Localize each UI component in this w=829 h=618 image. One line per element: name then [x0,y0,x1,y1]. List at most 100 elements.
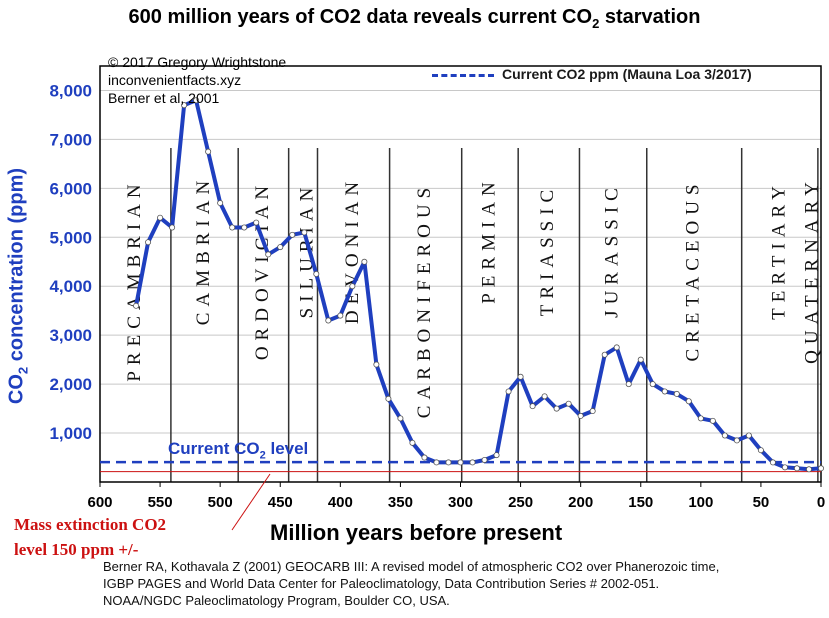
data-point [313,270,320,277]
data-point [721,432,728,439]
y-tick-label: 4,000 [49,277,92,296]
data-point [517,373,524,380]
period-label: QUATERNARY [801,176,822,364]
citation-line-3: NOAA/NGDC Paleoclimatology Program, Boul… [103,593,450,608]
data-point [337,312,344,319]
period-label: DEVONIAN [342,176,363,324]
y-tick-label: 3,000 [49,326,92,345]
mass-extinction-annotation: Mass extinction CO2 level 150 ppm +/- [14,512,166,562]
data-point [781,464,788,471]
data-point [229,224,236,231]
data-point [301,229,308,236]
y-axis-label: CO2 concentration (ppm) [5,167,31,405]
x-tick-label: 250 [508,494,533,511]
data-point [649,381,656,388]
data-point [685,398,692,405]
data-point [373,361,380,368]
data-point [637,356,644,363]
data-point [421,454,428,461]
annotation-line-2: level 150 ppm +/- [14,540,139,559]
data-point [205,148,212,155]
citation-line-2: IGBP PAGES and World Data Center for Pal… [103,576,660,591]
data-point [793,465,800,472]
data-point [769,459,776,466]
period-label: ORDOVICIAN [252,180,273,360]
data-point [409,439,416,446]
data-point [625,381,632,388]
axis-layer: 1,000 2,000 3,000 4,000 5,000 6,000 7,000 8,000… [49,81,825,511]
x-axis-label: Million years before present [270,520,563,545]
data-point [133,302,140,309]
citation-line-1: Berner RA, Kothavala Z (2001) GEOCARB II… [103,559,720,574]
data-point [277,244,284,251]
period-label: TRIASSIC [537,184,558,316]
current-level-label: Current CO2 level [168,439,309,462]
data-point [565,400,572,407]
period-label: TERTIARY [768,180,789,320]
data-point [457,459,464,466]
period-label: JURASSIC [601,182,622,318]
source-credit: Berner et al, 2001 [108,90,220,106]
chart-title: 600 million years of CO2 data reveals cu… [128,6,701,31]
data-point [745,432,752,439]
data-point [697,415,704,422]
data-point [265,251,272,258]
data-point [193,97,200,104]
x-tick-label: 450 [268,494,293,511]
data-point [241,224,248,231]
data-point [733,437,740,444]
x-tick-label: 600 [87,494,112,511]
x-tick-label: 550 [148,494,173,511]
annotation-pointer [231,473,271,531]
data-point [757,447,764,454]
data-point [169,224,176,231]
data-point [541,393,548,400]
data-point [253,219,260,226]
x-tick-label: 500 [208,494,233,511]
annotation-line-1: Mass extinction CO2 [14,515,167,534]
co2-series-line [134,98,822,472]
data-point [505,388,512,395]
data-point [805,466,812,473]
data-point [481,456,488,463]
y-tick-label: 7,000 [49,130,92,149]
data-point [385,395,392,402]
period-label: CRETACEOUS [683,178,704,361]
x-tick-label: 50 [753,494,770,511]
data-point [577,412,584,419]
data-point [145,239,152,246]
data-point [397,415,404,422]
period-dividers: PRECAMBRIAN CAMBRIAN ORDOVICIAN SILURIAN DEV… [124,148,822,482]
series-layer [133,97,825,473]
data-point [589,408,596,415]
y-tick-label: 6,000 [49,179,92,198]
x-tick-label: 200 [568,494,593,511]
x-tick-label: 150 [628,494,653,511]
grid-layer [100,89,821,434]
x-tick-label: 400 [328,494,353,511]
website-credit: inconvenientfacts.xyz [108,72,242,88]
data-point [325,317,332,324]
period-label: SILURIAN [296,182,317,319]
y-tick-label: 1,000 [49,424,92,443]
copyright-credit: © 2017 Gregory Wrightstone [108,54,287,70]
data-point [349,283,356,290]
data-point [673,390,680,397]
x-tick-label: 350 [388,494,413,511]
data-point [613,344,620,351]
data-point [217,200,224,207]
data-point [361,258,368,265]
data-point [157,214,164,221]
y-tick-label: 5,000 [49,228,92,247]
y-tick-label: 2,000 [49,375,92,394]
x-tick-label: 300 [448,494,473,511]
y-tick-label: 8,000 [49,81,92,100]
data-point [289,231,296,238]
data-point [553,405,560,412]
period-label: PRECAMBRIAN [124,178,145,381]
data-point [529,403,536,410]
legend-dashed-swatch [432,73,494,77]
data-point [469,459,476,466]
period-label: CAMBRIAN [193,175,214,325]
